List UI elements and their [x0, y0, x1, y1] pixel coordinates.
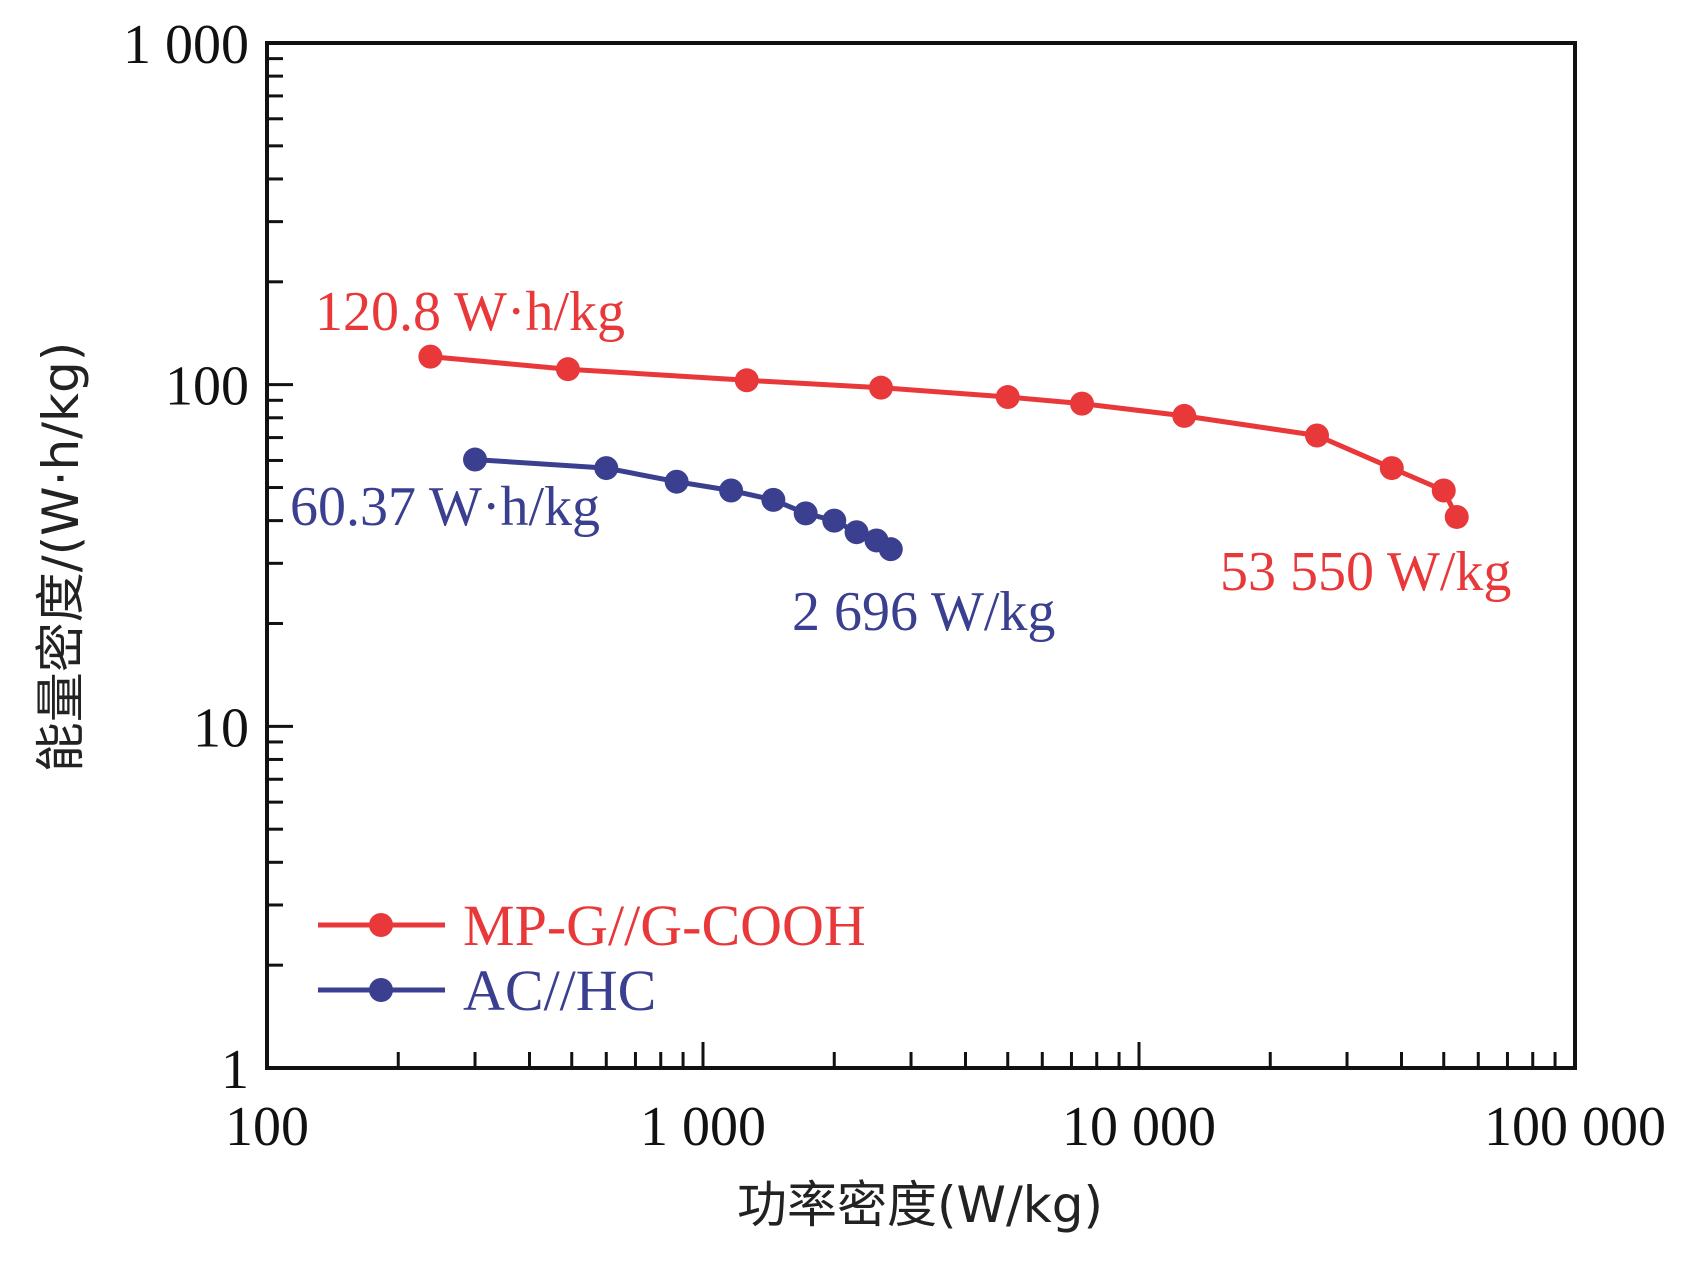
x-tick-label: 10 000 — [1062, 1096, 1216, 1158]
data-point — [1069, 391, 1094, 416]
data-point — [463, 447, 488, 472]
annotation-max-energy: 120.8 W·h/kg — [315, 281, 625, 343]
tick-labels: 100 1 000 10 000 100 000 1 10 100 1 000 — [123, 14, 1666, 1158]
series-layer — [418, 344, 1469, 562]
x-tick-label: 1 000 — [640, 1096, 766, 1158]
data-point — [1379, 456, 1404, 481]
legend-label-mpg: MP-G//G-COOH — [463, 893, 866, 958]
data-point — [878, 537, 903, 562]
data-point — [1304, 423, 1329, 448]
data-point — [844, 520, 869, 545]
legend-marker-mpg — [369, 913, 393, 937]
annotation-max-power-mpg: 53 550 W/kg — [1220, 541, 1511, 603]
data-point — [1431, 478, 1456, 503]
data-point — [664, 469, 689, 494]
legend-marker-ac — [369, 978, 393, 1002]
x-tick-label: 100 — [225, 1096, 309, 1158]
data-point — [868, 375, 893, 400]
x-axis-title: 功率密度(W/kg) — [737, 1176, 1103, 1234]
data-point — [594, 456, 619, 481]
y-tick-label: 1 — [221, 1039, 249, 1101]
data-point — [418, 344, 443, 369]
annotation-max-power-ac: 2 696 W/kg — [792, 581, 1055, 643]
y-tick-label: 100 — [165, 356, 249, 418]
data-point — [1172, 403, 1197, 428]
data-point — [822, 508, 847, 533]
legend-label-ac: AC//HC — [463, 958, 656, 1023]
data-point — [719, 478, 744, 503]
data-point — [1444, 504, 1469, 529]
x-tick-label: 100 000 — [1484, 1096, 1666, 1158]
data-point — [793, 501, 818, 526]
plot-frame — [265, 41, 1577, 1070]
data-point — [995, 385, 1020, 410]
data-point — [734, 368, 759, 393]
legend: MP-G//G-COOH AC//HC — [318, 893, 866, 1023]
axis-ticks — [265, 41, 1577, 1070]
data-point — [761, 487, 786, 512]
y-tick-label: 10 — [193, 697, 249, 759]
y-tick-label: 1 000 — [123, 14, 249, 76]
data-point — [555, 357, 580, 382]
y-axis-title: 能量密度/(W·h/kg) — [32, 342, 90, 772]
annotation-max-energy-ac: 60.37 W·h/kg — [290, 476, 600, 538]
